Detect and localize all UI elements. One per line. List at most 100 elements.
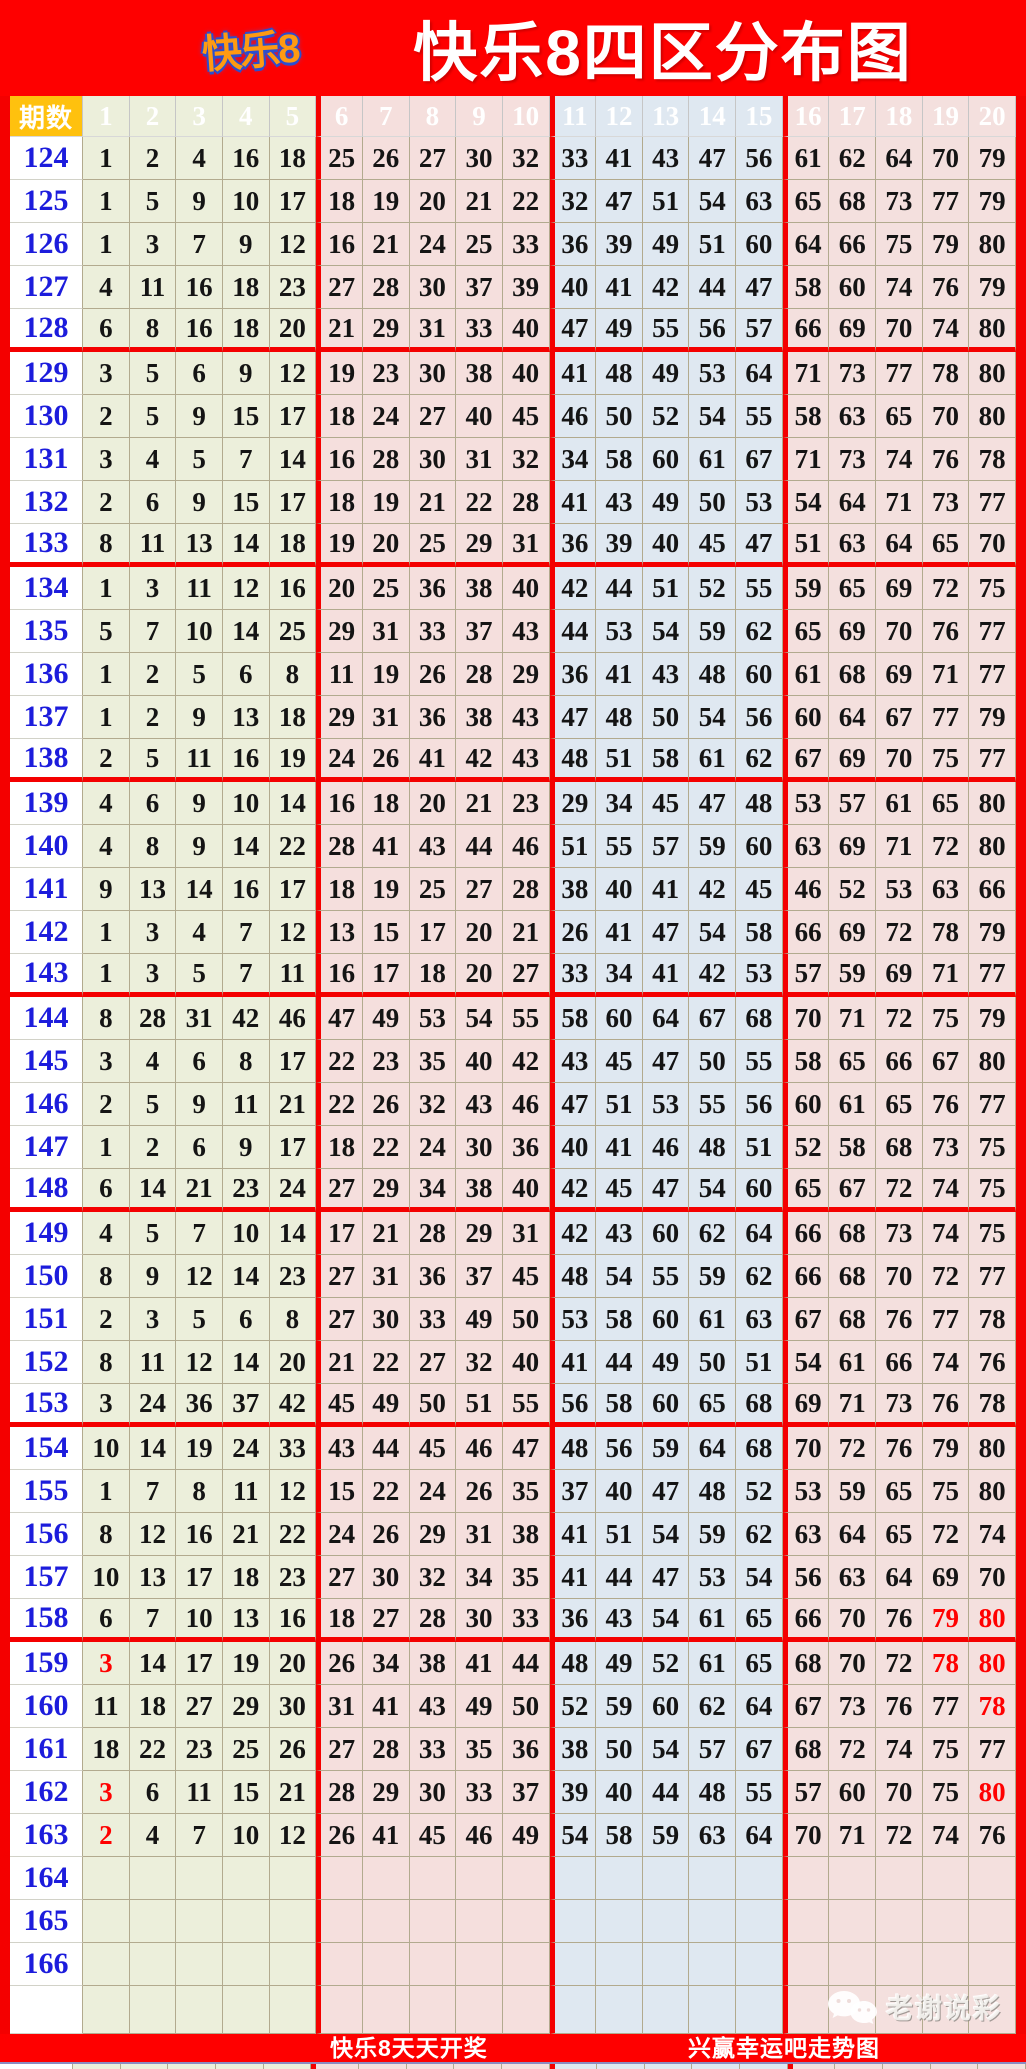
table-row: 125 1 5 9 10 17 18 19 20 21 22 32 47 51 54 63 65 68 73 77 79 xyxy=(10,180,1016,223)
number-cell: 59 xyxy=(782,567,830,610)
number-cell xyxy=(129,1986,177,2034)
number-cell: 2 xyxy=(83,1083,130,1126)
number-cell: 54 xyxy=(736,1556,783,1599)
number-cell: 51 xyxy=(782,524,830,567)
number-cell: 24 xyxy=(316,1513,363,1556)
number-cell xyxy=(502,1986,550,2034)
number-cell: 18 xyxy=(409,954,457,997)
number-cell xyxy=(456,1900,503,1943)
number-cell: 58 xyxy=(596,1384,643,1427)
number-cell: 56 xyxy=(596,1427,643,1470)
number-cell: 12 xyxy=(176,1341,223,1384)
number-cell: 64 xyxy=(642,997,690,1040)
number-cell: 34 xyxy=(549,438,597,481)
number-cell: 20 xyxy=(316,567,363,610)
number-cell: 39 xyxy=(596,223,643,266)
number-cell: 69 xyxy=(876,567,923,610)
period-cell: 164 xyxy=(10,1857,83,1900)
number-cell: 76 xyxy=(922,610,970,653)
number-cell: 1 xyxy=(83,1470,130,1513)
number-cell: 80 xyxy=(969,825,1016,868)
number-cell: 41 xyxy=(549,481,597,524)
table-row: 150 8 9 12 14 23 27 31 36 37 45 48 54 55 59 62 66 68 70 72 7… xyxy=(10,1255,1016,1298)
number-cell xyxy=(502,1900,550,1943)
table-row xyxy=(10,1986,1016,2034)
number-cell: 26 xyxy=(549,911,597,954)
number-cell: 53 xyxy=(782,1470,830,1513)
number-cell: 17 xyxy=(362,954,410,997)
number-cell: 71 xyxy=(829,997,877,1040)
number-cell: 30 xyxy=(409,1771,457,1814)
table-header-row: 期数 1 2 3 4 5 6 7 8 9 10 11 12 13 14 15 16 17 18 19 20 xyxy=(10,96,1016,137)
number-cell: 57 xyxy=(736,309,783,352)
number-cell: 9 xyxy=(176,1083,223,1126)
number-cell: 58 xyxy=(782,395,830,438)
number-cell: 70 xyxy=(782,1427,830,1470)
table-row: 159 3 14 17 19 20 26 34 38 41 44 48 49 52 61 65 68 70 72 78… xyxy=(10,1642,1016,1685)
number-cell: 21 xyxy=(316,1341,363,1384)
number-cell: 47 xyxy=(689,782,737,825)
number-cell: 61 xyxy=(782,137,830,180)
number-cell: 31 xyxy=(176,997,223,1040)
number-cell: 33 xyxy=(549,954,597,997)
table-row: 129 3 5 6 9 12 19 23 30 38 40 41 48 49 53 64 71 73 77 78 80 xyxy=(10,352,1016,395)
number-cell: 60 xyxy=(736,825,783,868)
number-cell: 40 xyxy=(502,309,550,352)
number-cell: 42 xyxy=(549,1169,597,1212)
number-cell: 4 xyxy=(83,1212,130,1255)
number-cell: 28 xyxy=(129,997,177,1040)
number-cell: 71 xyxy=(782,438,830,481)
number-cell: 71 xyxy=(922,653,970,696)
number-cell xyxy=(782,1857,830,1900)
number-cell: 33 xyxy=(502,1599,550,1642)
number-cell: 63 xyxy=(736,1298,783,1341)
number-cell: 5 xyxy=(129,1212,177,1255)
number-cell: 57 xyxy=(782,954,830,997)
number-cell: 12 xyxy=(269,911,317,954)
column-header: 20 xyxy=(969,96,1016,137)
number-cell: 28 xyxy=(362,266,410,309)
number-cell xyxy=(456,1986,503,2034)
period-cell: 143 xyxy=(10,954,83,997)
number-cell: 14 xyxy=(222,825,270,868)
number-cell: 67 xyxy=(736,1728,783,1771)
number-cell: 3 xyxy=(83,438,130,481)
number-cell: 64 xyxy=(876,524,923,567)
number-cell: 44 xyxy=(596,1556,643,1599)
number-cell: 48 xyxy=(549,1427,597,1470)
number-cell: 41 xyxy=(596,1126,643,1169)
number-cell: 79 xyxy=(969,180,1016,223)
number-cell: 18 xyxy=(316,868,363,911)
number-cell: 74 xyxy=(922,1341,970,1384)
number-cell: 20 xyxy=(362,524,410,567)
number-cell: 53 xyxy=(689,352,737,395)
number-cell: 70 xyxy=(876,1255,923,1298)
number-cell: 17 xyxy=(269,395,317,438)
number-cell: 78 xyxy=(922,1642,970,1685)
number-cell: 55 xyxy=(736,1771,783,1814)
number-cell: 50 xyxy=(642,696,690,739)
table-row: 147 1 2 6 9 17 18 22 24 30 36 40 41 46 48 51 52 58 68 73 75 xyxy=(10,1126,1016,1169)
number-cell: 75 xyxy=(922,1771,970,1814)
number-cell: 19 xyxy=(316,524,363,567)
number-cell: 80 xyxy=(969,1427,1016,1470)
number-cell xyxy=(406,2064,455,2069)
number-cell: 61 xyxy=(876,782,923,825)
number-cell: 75 xyxy=(969,1212,1016,1255)
number-cell: 12 xyxy=(176,1255,223,1298)
number-cell: 27 xyxy=(316,1169,363,1212)
number-cell: 9 xyxy=(222,223,270,266)
number-cell: 65 xyxy=(922,524,970,567)
number-cell: 60 xyxy=(782,1083,830,1126)
number-cell: 24 xyxy=(409,1470,457,1513)
number-cell xyxy=(740,2064,788,2069)
number-cell xyxy=(736,1986,783,2034)
number-cell: 72 xyxy=(876,1169,923,1212)
number-cell: 76 xyxy=(969,1814,1016,1857)
number-cell: 48 xyxy=(549,1642,597,1685)
number-cell: 44 xyxy=(596,1341,643,1384)
number-cell: 26 xyxy=(409,653,457,696)
number-cell: 35 xyxy=(409,1040,457,1083)
number-cell: 73 xyxy=(876,1384,923,1427)
number-cell: 37 xyxy=(549,1470,597,1513)
